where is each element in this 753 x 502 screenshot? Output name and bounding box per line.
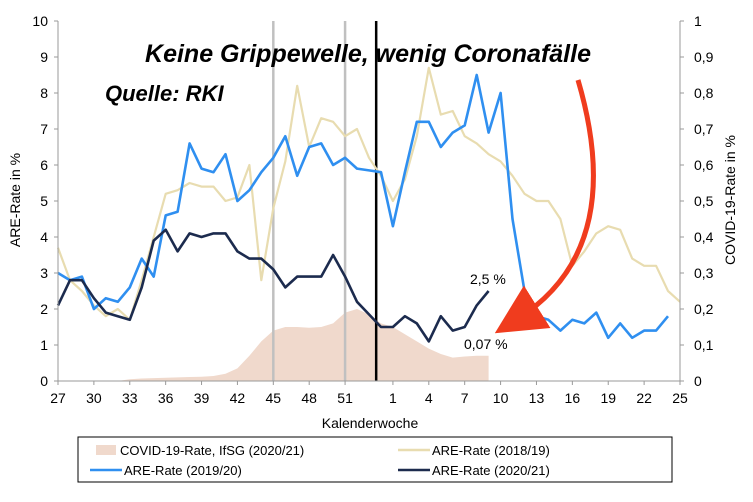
legend-label-covid: COVID-19-Rate, IfSG (2020/21) xyxy=(120,443,304,458)
x-tick-label: 1 xyxy=(389,390,397,406)
chart-subtitle: Quelle: RKI xyxy=(105,81,224,106)
x-tick-label: 16 xyxy=(565,390,581,406)
legend-label-are-2018: ARE-Rate (2018/19) xyxy=(432,443,550,458)
series-line-are-2018 xyxy=(56,66,681,321)
y-left-tick-label: 0 xyxy=(40,373,48,389)
x-tick-label: 25 xyxy=(672,390,688,406)
y-right-tick-label: 0,3 xyxy=(694,265,714,281)
legend-swatch-covid xyxy=(96,445,116,455)
y-left-tick-label: 5 xyxy=(40,193,48,209)
y-right-tick-label: 0,5 xyxy=(694,193,714,209)
y-right-tick-label: 0,4 xyxy=(694,229,714,245)
x-tick-label: 7 xyxy=(461,390,469,406)
x-tick-label: 48 xyxy=(301,390,317,406)
x-axis-label: Kalenderwoche xyxy=(322,415,419,431)
annotation-are-rate: 2,5 % xyxy=(470,271,506,287)
series-line-are-2020 xyxy=(56,228,490,343)
y-right-tick-label: 0,1 xyxy=(694,337,714,353)
legend-label-are-2020: ARE-Rate (2020/21) xyxy=(432,463,550,478)
x-tick-label: 30 xyxy=(86,390,102,406)
y-left-tick-label: 9 xyxy=(40,49,48,65)
x-tick-label: 42 xyxy=(230,390,246,406)
y-axis-left-label: ARE-Rate in % xyxy=(7,153,23,247)
legend-box xyxy=(77,436,673,483)
x-tick-label: 19 xyxy=(600,390,616,406)
x-tick-label: 4 xyxy=(425,390,433,406)
red-arrow xyxy=(494,79,596,334)
y-left-tick-label: 7 xyxy=(40,121,48,137)
y-left-tick-label: 4 xyxy=(40,229,48,245)
y-right-tick-label: 0,6 xyxy=(694,157,714,173)
y-right-tick-label: 0,8 xyxy=(694,85,714,101)
y-left-tick-label: 1 xyxy=(40,337,48,353)
x-tick-label: 10 xyxy=(493,390,509,406)
x-tick-label: 22 xyxy=(636,390,652,406)
x-tick-label: 39 xyxy=(194,390,210,406)
x-tick-label: 33 xyxy=(122,390,138,406)
x-tick-label: 36 xyxy=(158,390,174,406)
annotation-covid-rate: 0,07 % xyxy=(464,336,508,352)
y-axis-right-label: COVID-19-Rate in % xyxy=(722,135,738,265)
legend: COVID-19-Rate, IfSG (2020/21) ARE-Rate (… xyxy=(77,436,673,483)
y-left-tick-label: 3 xyxy=(40,265,48,281)
legend-label-are-2019: ARE-Rate (2019/20) xyxy=(124,463,242,478)
y-left-tick-label: 2 xyxy=(40,301,48,317)
lines-layer xyxy=(56,66,681,343)
y-left-tick-label: 6 xyxy=(40,157,48,173)
x-tick-label: 45 xyxy=(266,390,282,406)
y-left-tick-label: 10 xyxy=(32,13,48,29)
series-line-are-2019 xyxy=(57,73,670,340)
y-right-tick-label: 0,2 xyxy=(694,301,714,317)
y-right-tick-label: 0,9 xyxy=(694,49,714,65)
y-right-tick-label: 0,7 xyxy=(694,121,714,137)
y-left-tick-label: 8 xyxy=(40,85,48,101)
y-right-tick-label: 1 xyxy=(694,13,702,29)
x-tick-label: 51 xyxy=(337,390,353,406)
chart-title: Keine Grippewelle, wenig Coronafälle xyxy=(145,40,591,68)
x-tick-label: 27 xyxy=(50,390,66,406)
y-right-tick-label: 0 xyxy=(694,373,702,389)
axes-layer: 01234567891000,10,20,30,40,50,60,70,80,9… xyxy=(32,13,713,406)
x-tick-label: 13 xyxy=(529,390,545,406)
